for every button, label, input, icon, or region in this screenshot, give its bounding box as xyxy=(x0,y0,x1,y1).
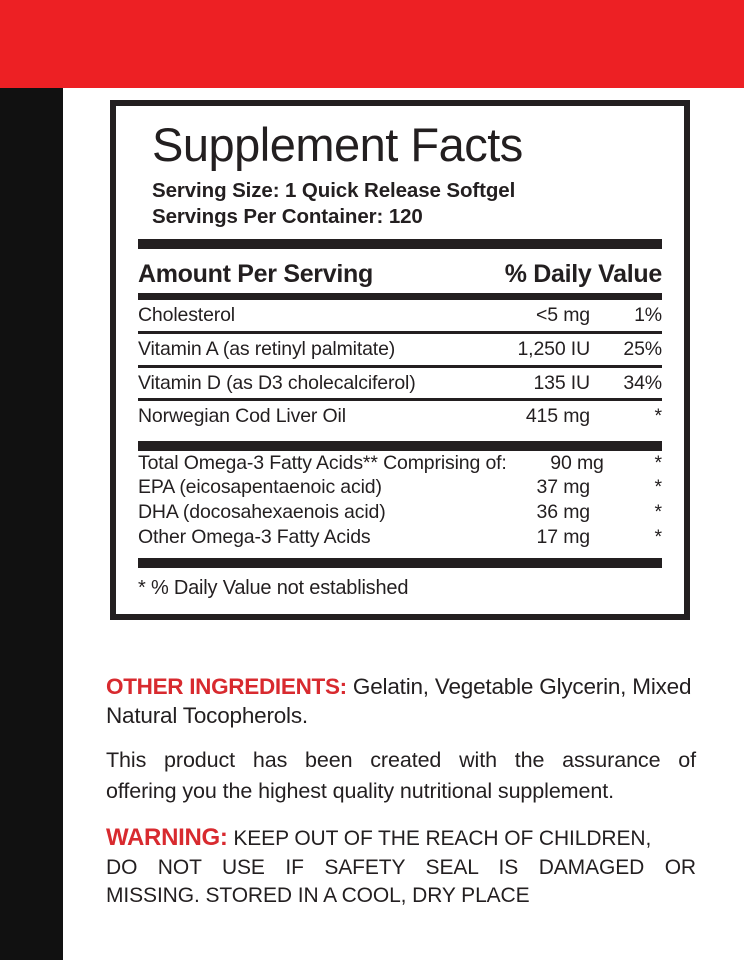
table-row: Vitamin A (as retinyl palmitate) 1,250 I… xyxy=(138,334,662,365)
nutrient-amount: 415 mg xyxy=(525,405,590,428)
table-row: Norwegian Cod Liver Oil 415 mg * xyxy=(138,401,662,432)
table-row: Other Omega-3 Fatty Acids 17 mg * xyxy=(138,525,662,550)
assurance-line-1: This product has been created with the a… xyxy=(106,747,696,772)
supplement-facts-panel: Supplement Facts Serving Size: 1 Quick R… xyxy=(110,100,690,621)
warning-label: WARNING: xyxy=(106,823,228,851)
nutrient-name: Norwegian Cod Liver Oil xyxy=(138,405,346,428)
warning-line-3: MISSING. STORED IN A COOL, DRY PLACE xyxy=(106,883,530,907)
assurance-line-2: offering you the highest quality nutriti… xyxy=(106,778,614,803)
rule-thick-bottom xyxy=(138,558,662,569)
nutrient-name: Other Omega-3 Fatty Acids xyxy=(138,525,371,548)
table-row: Vitamin D (as D3 cholecalciferol) 135 IU… xyxy=(138,368,662,399)
warning-line-2: DO NOT USE IF SAFETY SEAL IS DAMAGED OR xyxy=(106,855,696,879)
nutrient-amount: <5 mg xyxy=(536,304,590,327)
other-ingredients-paragraph: OTHER INGREDIENTS: Gelatin, Vegetable Gl… xyxy=(106,672,696,731)
serving-size-line: Serving Size: 1 Quick Release Softgel xyxy=(152,178,516,202)
top-red-banner xyxy=(0,0,744,88)
other-ingredients-label: OTHER INGREDIENTS: xyxy=(106,674,347,699)
nutrient-daily-value: * xyxy=(654,405,663,428)
nutrient-amount: 36 mg xyxy=(536,500,591,523)
nutrient-name: Cholesterol xyxy=(138,304,235,327)
warning-line-1: KEEP OUT OF THE REACH OF CHILDREN, xyxy=(233,826,652,850)
label-body-copy: OTHER INGREDIENTS: Gelatin, Vegetable Gl… xyxy=(106,672,696,910)
table-row: Total Omega-3 Fatty Acids** Comprising o… xyxy=(138,451,662,476)
panel-title: Supplement Facts xyxy=(152,118,523,171)
nutrient-amount: 135 IU xyxy=(533,371,590,394)
nutrient-daily-value: * xyxy=(654,500,663,523)
nutrient-name: Vitamin D (as D3 cholecalciferol) xyxy=(138,371,416,394)
nutrient-daily-value: 34% xyxy=(623,371,662,394)
nutrient-name: Vitamin A (as retinyl palmitate) xyxy=(138,337,396,360)
nutrient-amount: 1,250 IU xyxy=(517,337,590,360)
nutrient-daily-value: * xyxy=(654,451,663,474)
row-divider xyxy=(138,364,662,368)
rule-thick-top xyxy=(138,239,662,250)
row-divider xyxy=(138,398,662,402)
nutrient-name: Total Omega-3 Fatty Acids** Comprising o… xyxy=(138,451,507,474)
left-black-stripe xyxy=(0,88,63,960)
nutrient-daily-value: 1% xyxy=(634,304,662,327)
table-row: EPA (eicosapentaenoic acid) 37 mg * xyxy=(138,475,662,500)
rule-under-headers xyxy=(138,293,662,301)
servings-per-container-line: Servings Per Container: 120 xyxy=(152,205,423,229)
table-row: DHA (docosahexaenois acid) 36 mg * xyxy=(138,500,662,525)
nutrient-daily-value: 25% xyxy=(623,337,662,360)
table-column-headers: Amount Per Serving % Daily Value xyxy=(138,260,662,289)
nutrient-amount: 17 mg xyxy=(536,525,591,548)
table-row: Cholesterol <5 mg 1% xyxy=(138,300,662,331)
daily-value-header: % Daily Value xyxy=(504,260,663,289)
warning-paragraph: WARNING: KEEP OUT OF THE REACH OF CHILDR… xyxy=(106,822,696,910)
nutrient-amount: 37 mg xyxy=(536,476,591,499)
amount-per-serving-header: Amount Per Serving xyxy=(138,260,373,289)
nutrient-amount: 90 mg xyxy=(550,451,604,474)
nutrient-daily-value: * xyxy=(654,476,663,499)
row-divider xyxy=(138,330,662,334)
rule-thick-omega-group xyxy=(138,440,662,451)
nutrient-name: EPA (eicosapentaenoic acid) xyxy=(138,476,382,499)
other-ingredients-text: Gelatin, Vegetable Glycerin, Mixed Natur… xyxy=(106,674,692,729)
assurance-paragraph: This product has been created with the a… xyxy=(106,745,696,807)
daily-value-footnote: * % Daily Value not established xyxy=(138,577,409,600)
nutrient-daily-value: * xyxy=(654,525,663,548)
nutrient-name: DHA (docosahexaenois acid) xyxy=(138,500,386,523)
